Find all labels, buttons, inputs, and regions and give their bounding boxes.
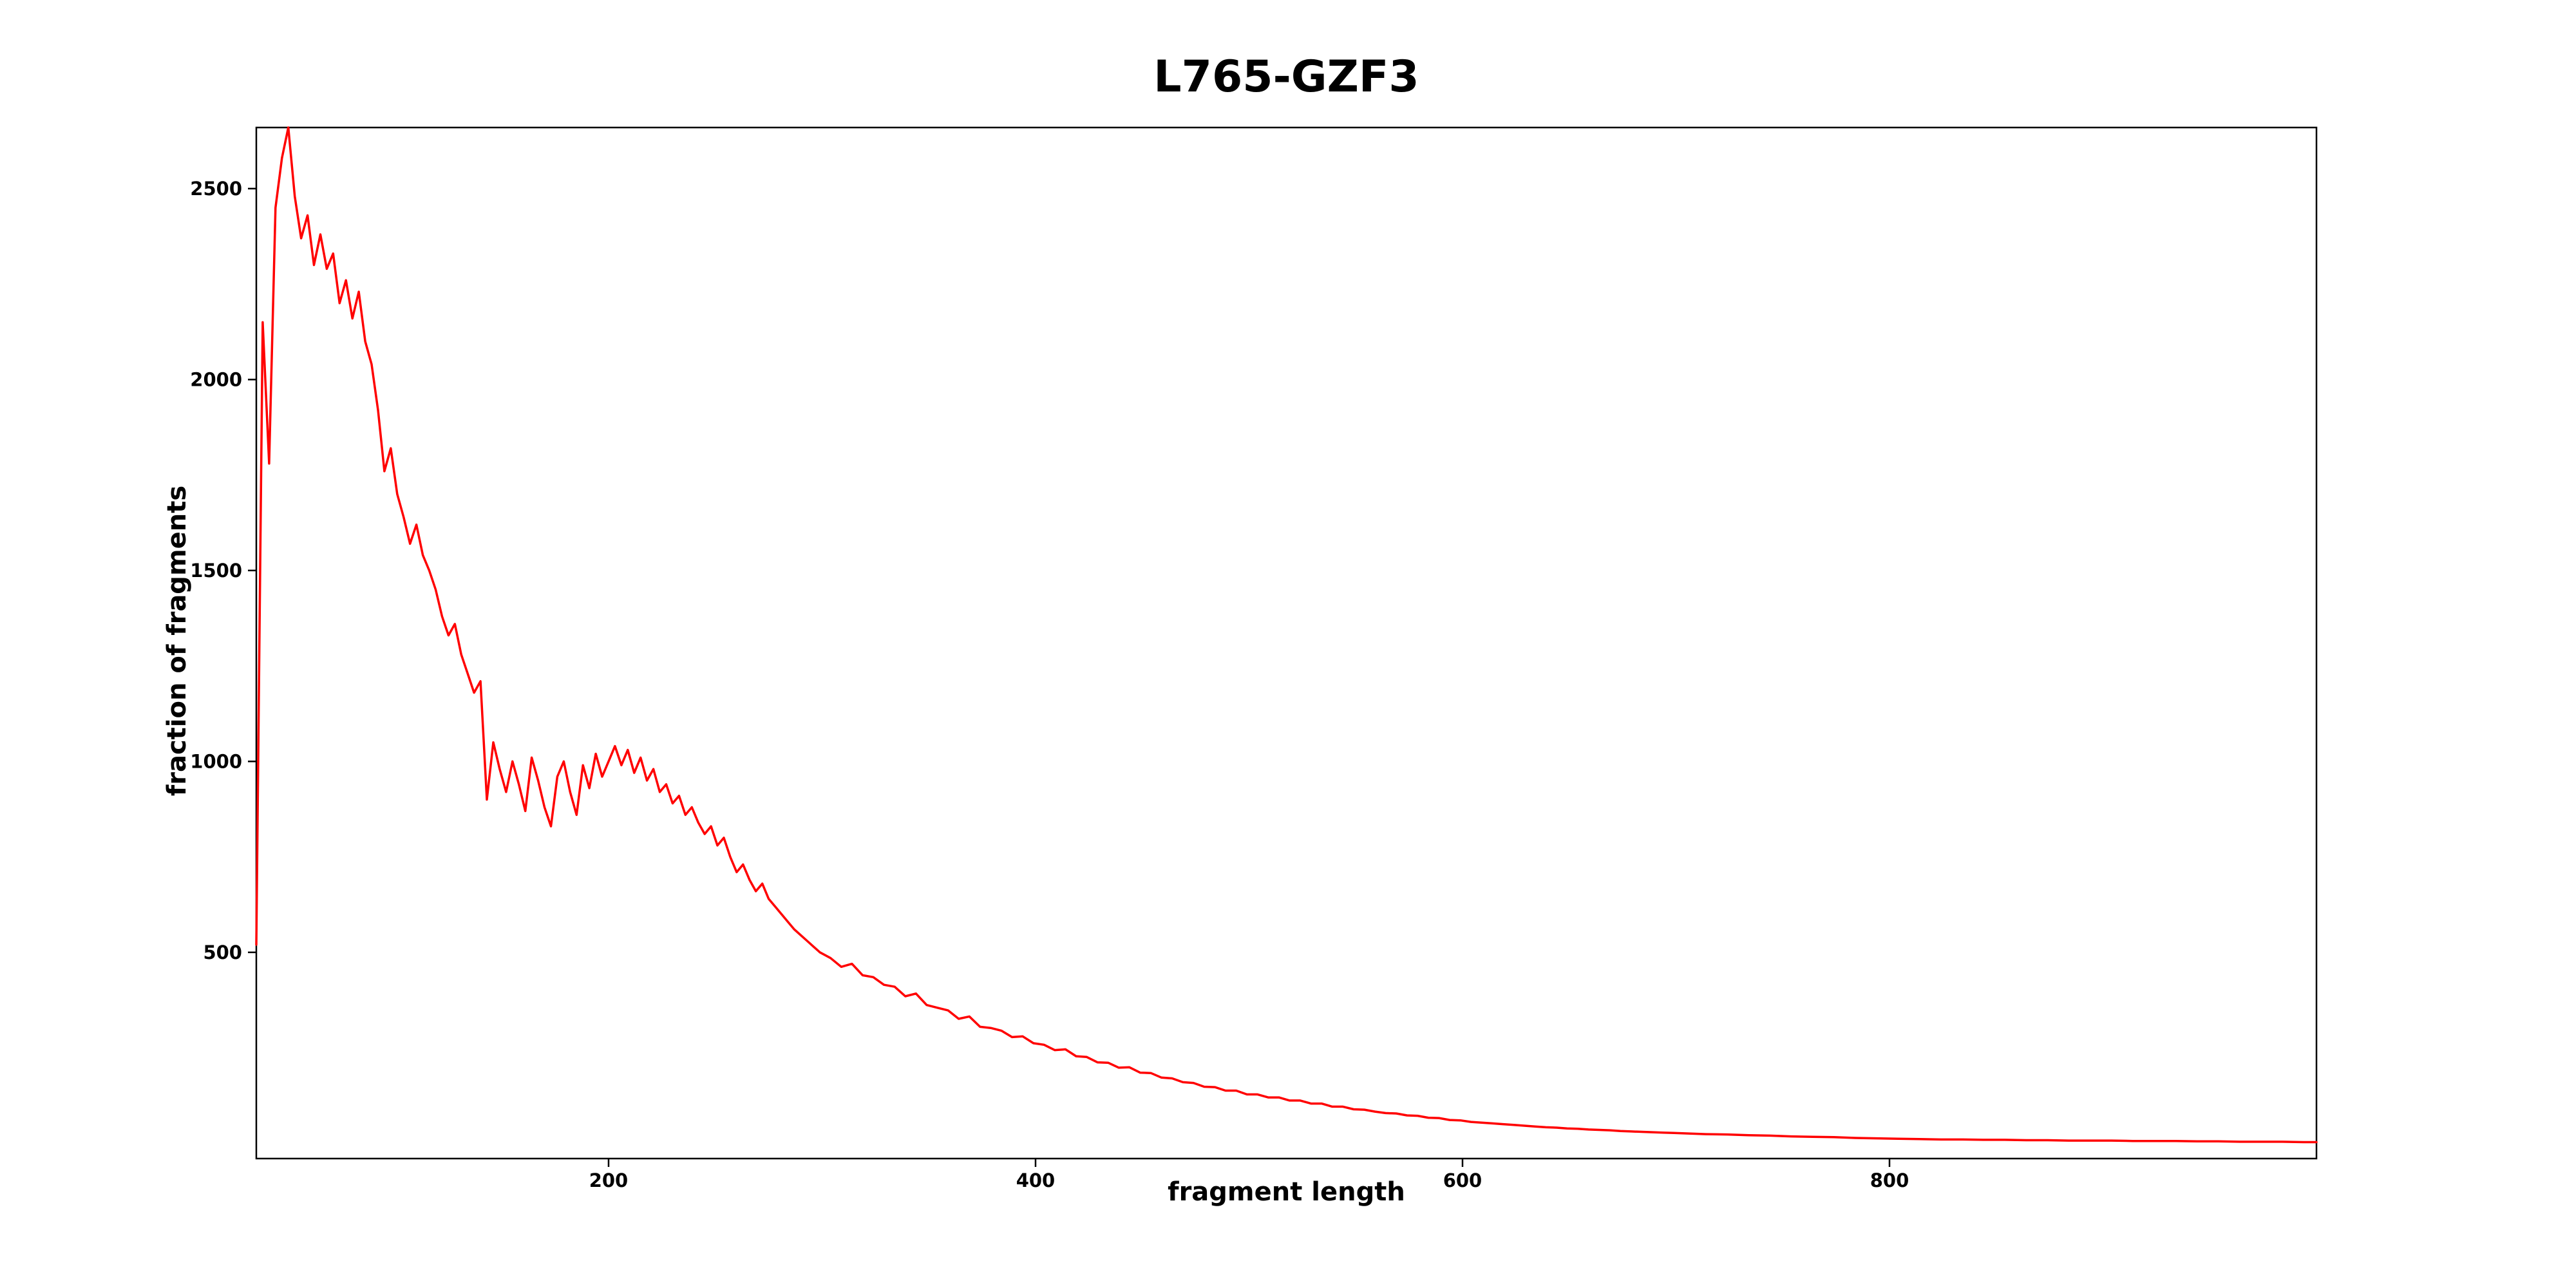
y-axis-label: fraction of fragments	[162, 485, 192, 797]
y-tick-label: 1000	[190, 750, 242, 772]
x-tick-label: 400	[1016, 1170, 1056, 1191]
x-tick-label: 600	[1443, 1170, 1482, 1191]
x-tick-label: 200	[589, 1170, 629, 1191]
y-tick-label: 500	[203, 942, 242, 963]
y-tick-label: 1500	[190, 560, 242, 582]
chart-title: L765-GZF3	[1153, 52, 1419, 102]
y-tick-label: 2500	[190, 178, 242, 200]
axes-spine	[255, 126, 2318, 1160]
y-tick-label: 2000	[190, 368, 242, 390]
chart-line	[255, 126, 2318, 1144]
x-tick-label: 800	[1870, 1170, 1909, 1191]
x-axis-label: fragment length	[1168, 1177, 1405, 1207]
